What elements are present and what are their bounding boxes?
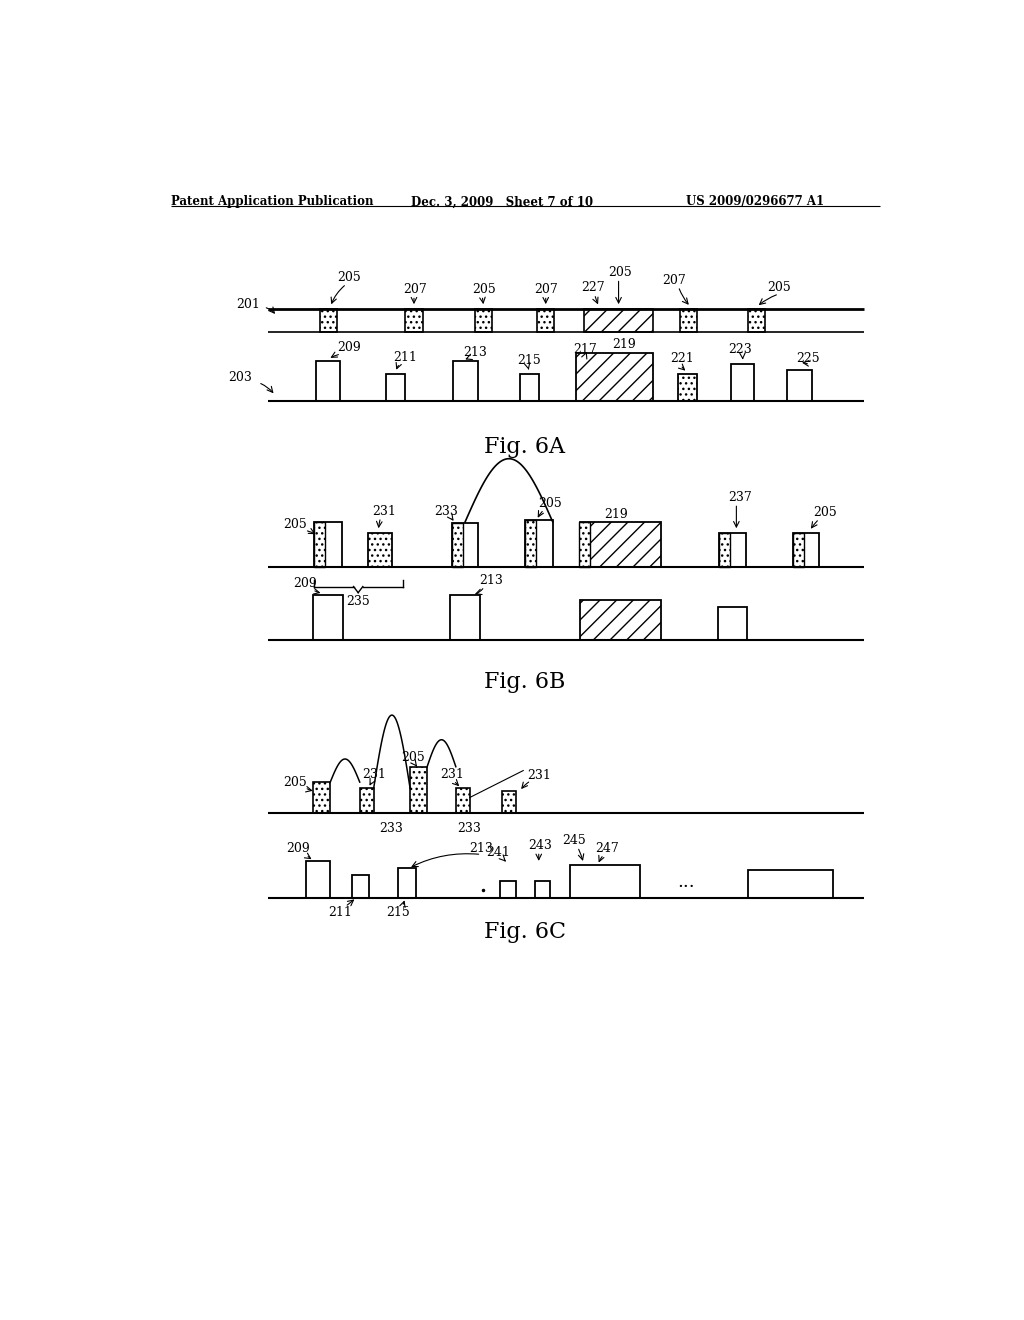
Text: Patent Application Publication: Patent Application Publication [171,195,373,209]
Text: US 2009/0296677 A1: US 2009/0296677 A1 [686,195,824,209]
Text: 221: 221 [671,352,694,366]
Bar [386,374,404,401]
Text: 205: 205 [608,265,632,279]
Text: 205: 205 [472,282,496,296]
Bar [369,533,391,566]
Text: 233: 233 [434,504,458,517]
Bar [748,870,834,898]
Text: 203: 203 [228,371,252,384]
Bar [313,781,331,813]
Text: 219: 219 [604,508,628,520]
Bar [524,520,536,566]
Bar [748,309,765,331]
Bar [520,374,539,401]
Bar [793,533,804,566]
Text: 245: 245 [562,834,586,847]
Text: 243: 243 [528,838,552,851]
Text: 237: 237 [728,491,752,504]
Bar [719,533,745,566]
Text: 231: 231 [372,504,395,517]
Text: Fig. 6A: Fig. 6A [484,436,565,458]
Text: 209: 209 [293,577,316,590]
Text: 247: 247 [595,842,618,855]
Bar [451,595,480,640]
Text: 231: 231 [440,768,464,781]
Text: 207: 207 [535,282,558,296]
Text: 205: 205 [337,271,360,284]
Bar [359,788,374,813]
Text: 207: 207 [402,282,427,296]
Bar [731,364,755,401]
Bar [580,599,662,640]
Text: 241: 241 [486,846,510,859]
Bar [398,869,416,898]
Text: 205: 205 [401,751,425,764]
Bar [475,309,493,331]
Text: 213: 213 [469,842,493,855]
Bar [524,520,553,566]
Bar [719,533,730,566]
Bar [313,595,343,640]
Bar [793,533,819,566]
Bar [410,767,427,813]
Text: 231: 231 [526,770,551,783]
Bar [406,309,423,331]
Bar [569,866,640,898]
Text: 217: 217 [573,343,597,356]
Bar [718,607,748,640]
Bar [580,521,662,566]
Text: 209: 209 [337,342,360,354]
Bar [538,309,554,331]
Text: 225: 225 [797,352,820,366]
Bar [500,880,515,898]
Text: 215: 215 [386,907,410,920]
Bar [321,309,337,331]
Bar [503,792,516,813]
Bar [584,309,653,331]
Bar [352,874,369,898]
Bar [314,521,342,566]
Text: Fig. 6B: Fig. 6B [484,671,565,693]
Text: 227: 227 [582,281,605,294]
Text: 213: 213 [463,346,487,359]
Text: 205: 205 [767,281,791,294]
Bar [680,309,697,331]
Bar [786,370,812,401]
Text: 233: 233 [457,822,481,834]
Text: 215: 215 [517,354,541,367]
Bar [535,880,550,898]
Bar [452,524,463,566]
Bar [579,521,590,566]
Text: 219: 219 [612,338,636,351]
Text: 211: 211 [393,351,418,363]
Text: 235: 235 [346,595,370,609]
Text: 201: 201 [237,298,260,312]
Text: 233: 233 [380,822,403,834]
Text: 205: 205 [283,776,306,788]
Bar [315,360,340,401]
Bar [452,524,478,566]
Text: 205: 205 [814,506,838,519]
Bar [453,360,477,401]
Bar [678,374,697,401]
Text: 231: 231 [362,768,386,781]
Text: Dec. 3, 2009   Sheet 7 of 10: Dec. 3, 2009 Sheet 7 of 10 [411,195,593,209]
Text: 205: 205 [283,517,306,531]
Text: 209: 209 [287,842,310,855]
Bar [456,788,470,813]
Bar [575,354,653,401]
Text: 205: 205 [539,496,562,510]
Text: ...: ... [677,874,695,891]
Text: 211: 211 [329,907,352,920]
Bar [314,521,325,566]
Bar [306,861,330,898]
Text: 223: 223 [728,343,752,356]
Text: Fig. 6C: Fig. 6C [483,921,566,944]
Text: 213: 213 [479,574,503,587]
Text: 207: 207 [663,273,686,286]
